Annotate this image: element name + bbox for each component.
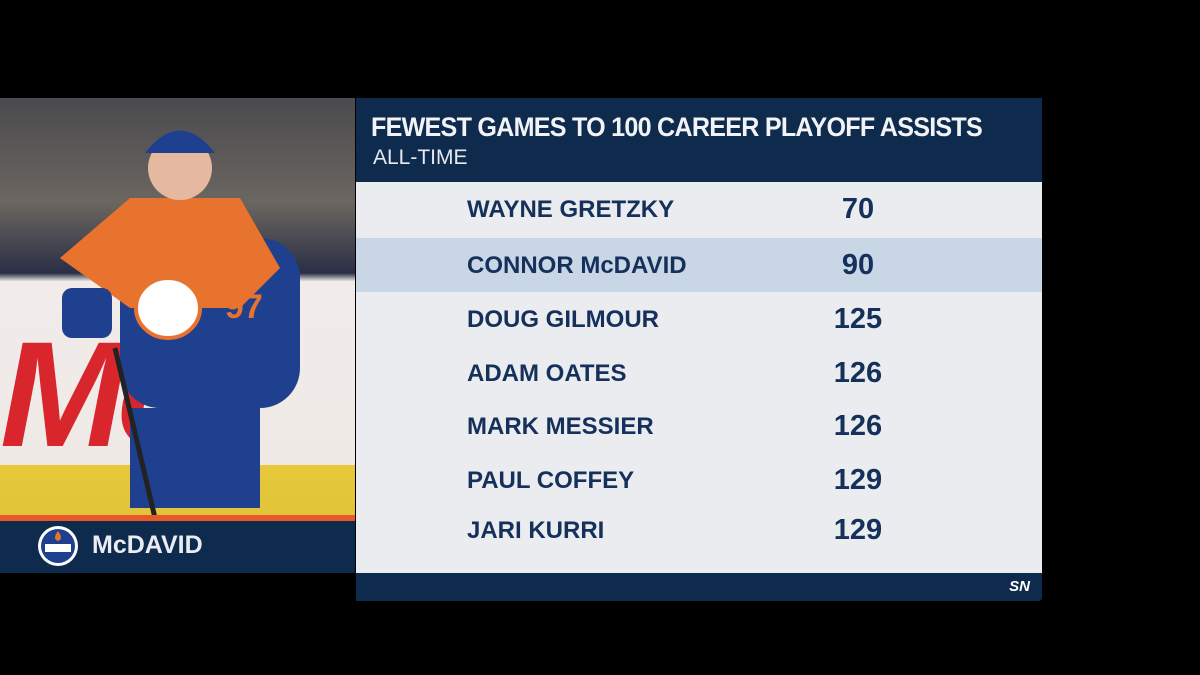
player-name-cell: WAYNE GRETZKY [467,196,675,223]
player-name-cell: JARI KURRI [467,517,605,544]
table-row: JARI KURRI 129 [356,503,1042,557]
table-row: WAYNE GRETZKY 70 [356,182,1042,236]
table-row: MARK MESSIER 126 [356,399,1042,453]
games-cell: 126 [833,410,883,442]
player-name-cell: MARK MESSIER [467,413,654,440]
table-row: CONNOR McDAVID 90 [356,238,1042,292]
table-row: PAUL COFFEY 129 [356,453,1042,507]
player-nameplate: McDAVID [0,521,355,573]
player-image: 97 [60,130,300,515]
games-cell: 70 [841,193,875,225]
table-row: ADAM OATES 126 [356,346,1042,400]
graphic-subtitle: ALL-TIME [373,146,468,169]
stats-table: WAYNE GRETZKY 70 CONNOR McDAVID 90 DOUG GILM… [356,182,1042,573]
table-row: DOUG GILMOUR 125 [356,292,1042,346]
player-name-cell: DOUG GILMOUR [467,306,659,333]
games-cell: 126 [833,357,883,389]
player-name-cell: PAUL COFFEY [467,467,635,494]
svg-text:97: 97 [225,288,263,326]
oilers-logo-icon [38,526,78,566]
games-cell: 125 [833,303,883,335]
stats-panel: FEWEST GAMES TO 100 CAREER PLAYOFF ASSIS… [356,98,1042,601]
games-cell: 129 [833,464,883,496]
games-cell: 90 [841,249,875,281]
player-photo: Mo 97 [0,98,355,515]
player-name: McDAVID [92,531,203,559]
sportsnet-logo: SN [1009,578,1030,595]
graphic-title: FEWEST GAMES TO 100 CAREER PLAYOFF ASSIS… [371,112,983,142]
player-name-cell: ADAM OATES [467,360,627,387]
orange-stripe [0,515,355,521]
player-name-cell: CONNOR McDAVID [467,252,687,279]
games-cell: 129 [833,514,883,546]
